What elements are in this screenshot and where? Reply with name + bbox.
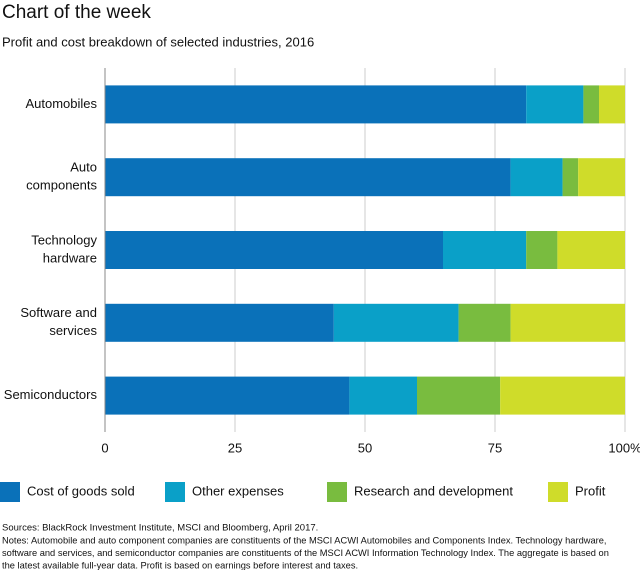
- bar-segment: [105, 303, 334, 342]
- legend-label: Research and development: [354, 483, 513, 498]
- y-tick-label: Software and: [20, 305, 97, 320]
- bar-segment: [105, 376, 350, 415]
- y-tick-label: Technology: [31, 232, 97, 247]
- y-tick-label: services: [49, 323, 97, 338]
- bar-segment: [578, 158, 625, 197]
- bar-segment: [105, 158, 511, 197]
- bar-segment: [583, 85, 599, 124]
- bar-segment: [105, 85, 527, 124]
- bar-segment: [510, 303, 625, 342]
- sources: Sources: BlackRock Investment Institute,…: [2, 523, 318, 534]
- y-tick-label: components: [26, 178, 97, 193]
- chart-title: Chart of the week: [2, 2, 151, 23]
- x-tick-label: 100%: [608, 440, 640, 455]
- legend-label: Profit: [575, 483, 606, 498]
- bar-segment: [349, 376, 417, 415]
- chart-subtitle: Profit and cost breakdown of selected in…: [2, 34, 314, 49]
- x-tick-label: 75: [488, 440, 502, 455]
- legend-swatch: [165, 482, 185, 502]
- legend-swatch: [548, 482, 568, 502]
- bar-segment: [443, 231, 527, 269]
- notes: the latest available full-year data. Pro…: [2, 560, 358, 570]
- bar-segment: [557, 231, 625, 269]
- bar-segment: [562, 158, 579, 197]
- y-tick-label: Automobiles: [25, 96, 97, 111]
- x-tick-label: 0: [101, 440, 108, 455]
- bar-segment: [105, 231, 443, 269]
- y-tick-label: Semiconductors: [4, 387, 98, 402]
- legend-swatch: [0, 482, 20, 502]
- notes: software and services, and semiconductor…: [2, 548, 609, 558]
- x-tick-label: 50: [358, 440, 372, 455]
- bar-segment: [526, 85, 584, 124]
- bar-segment: [333, 303, 459, 342]
- bar-segment: [510, 158, 563, 197]
- x-tick-label: 25: [228, 440, 242, 455]
- bar-segment: [526, 231, 558, 269]
- y-tick-label: Auto: [70, 160, 97, 175]
- bar-segment: [500, 376, 625, 415]
- legend-label: Cost of goods sold: [27, 483, 135, 498]
- legend-swatch: [327, 482, 347, 502]
- y-tick-label: hardware: [43, 250, 97, 265]
- bar-segment: [458, 303, 511, 342]
- bar-segment: [599, 85, 625, 124]
- legend-label: Other expenses: [192, 483, 284, 498]
- notes: Notes: Automobile and auto component com…: [2, 535, 606, 545]
- bar-segment: [417, 376, 501, 415]
